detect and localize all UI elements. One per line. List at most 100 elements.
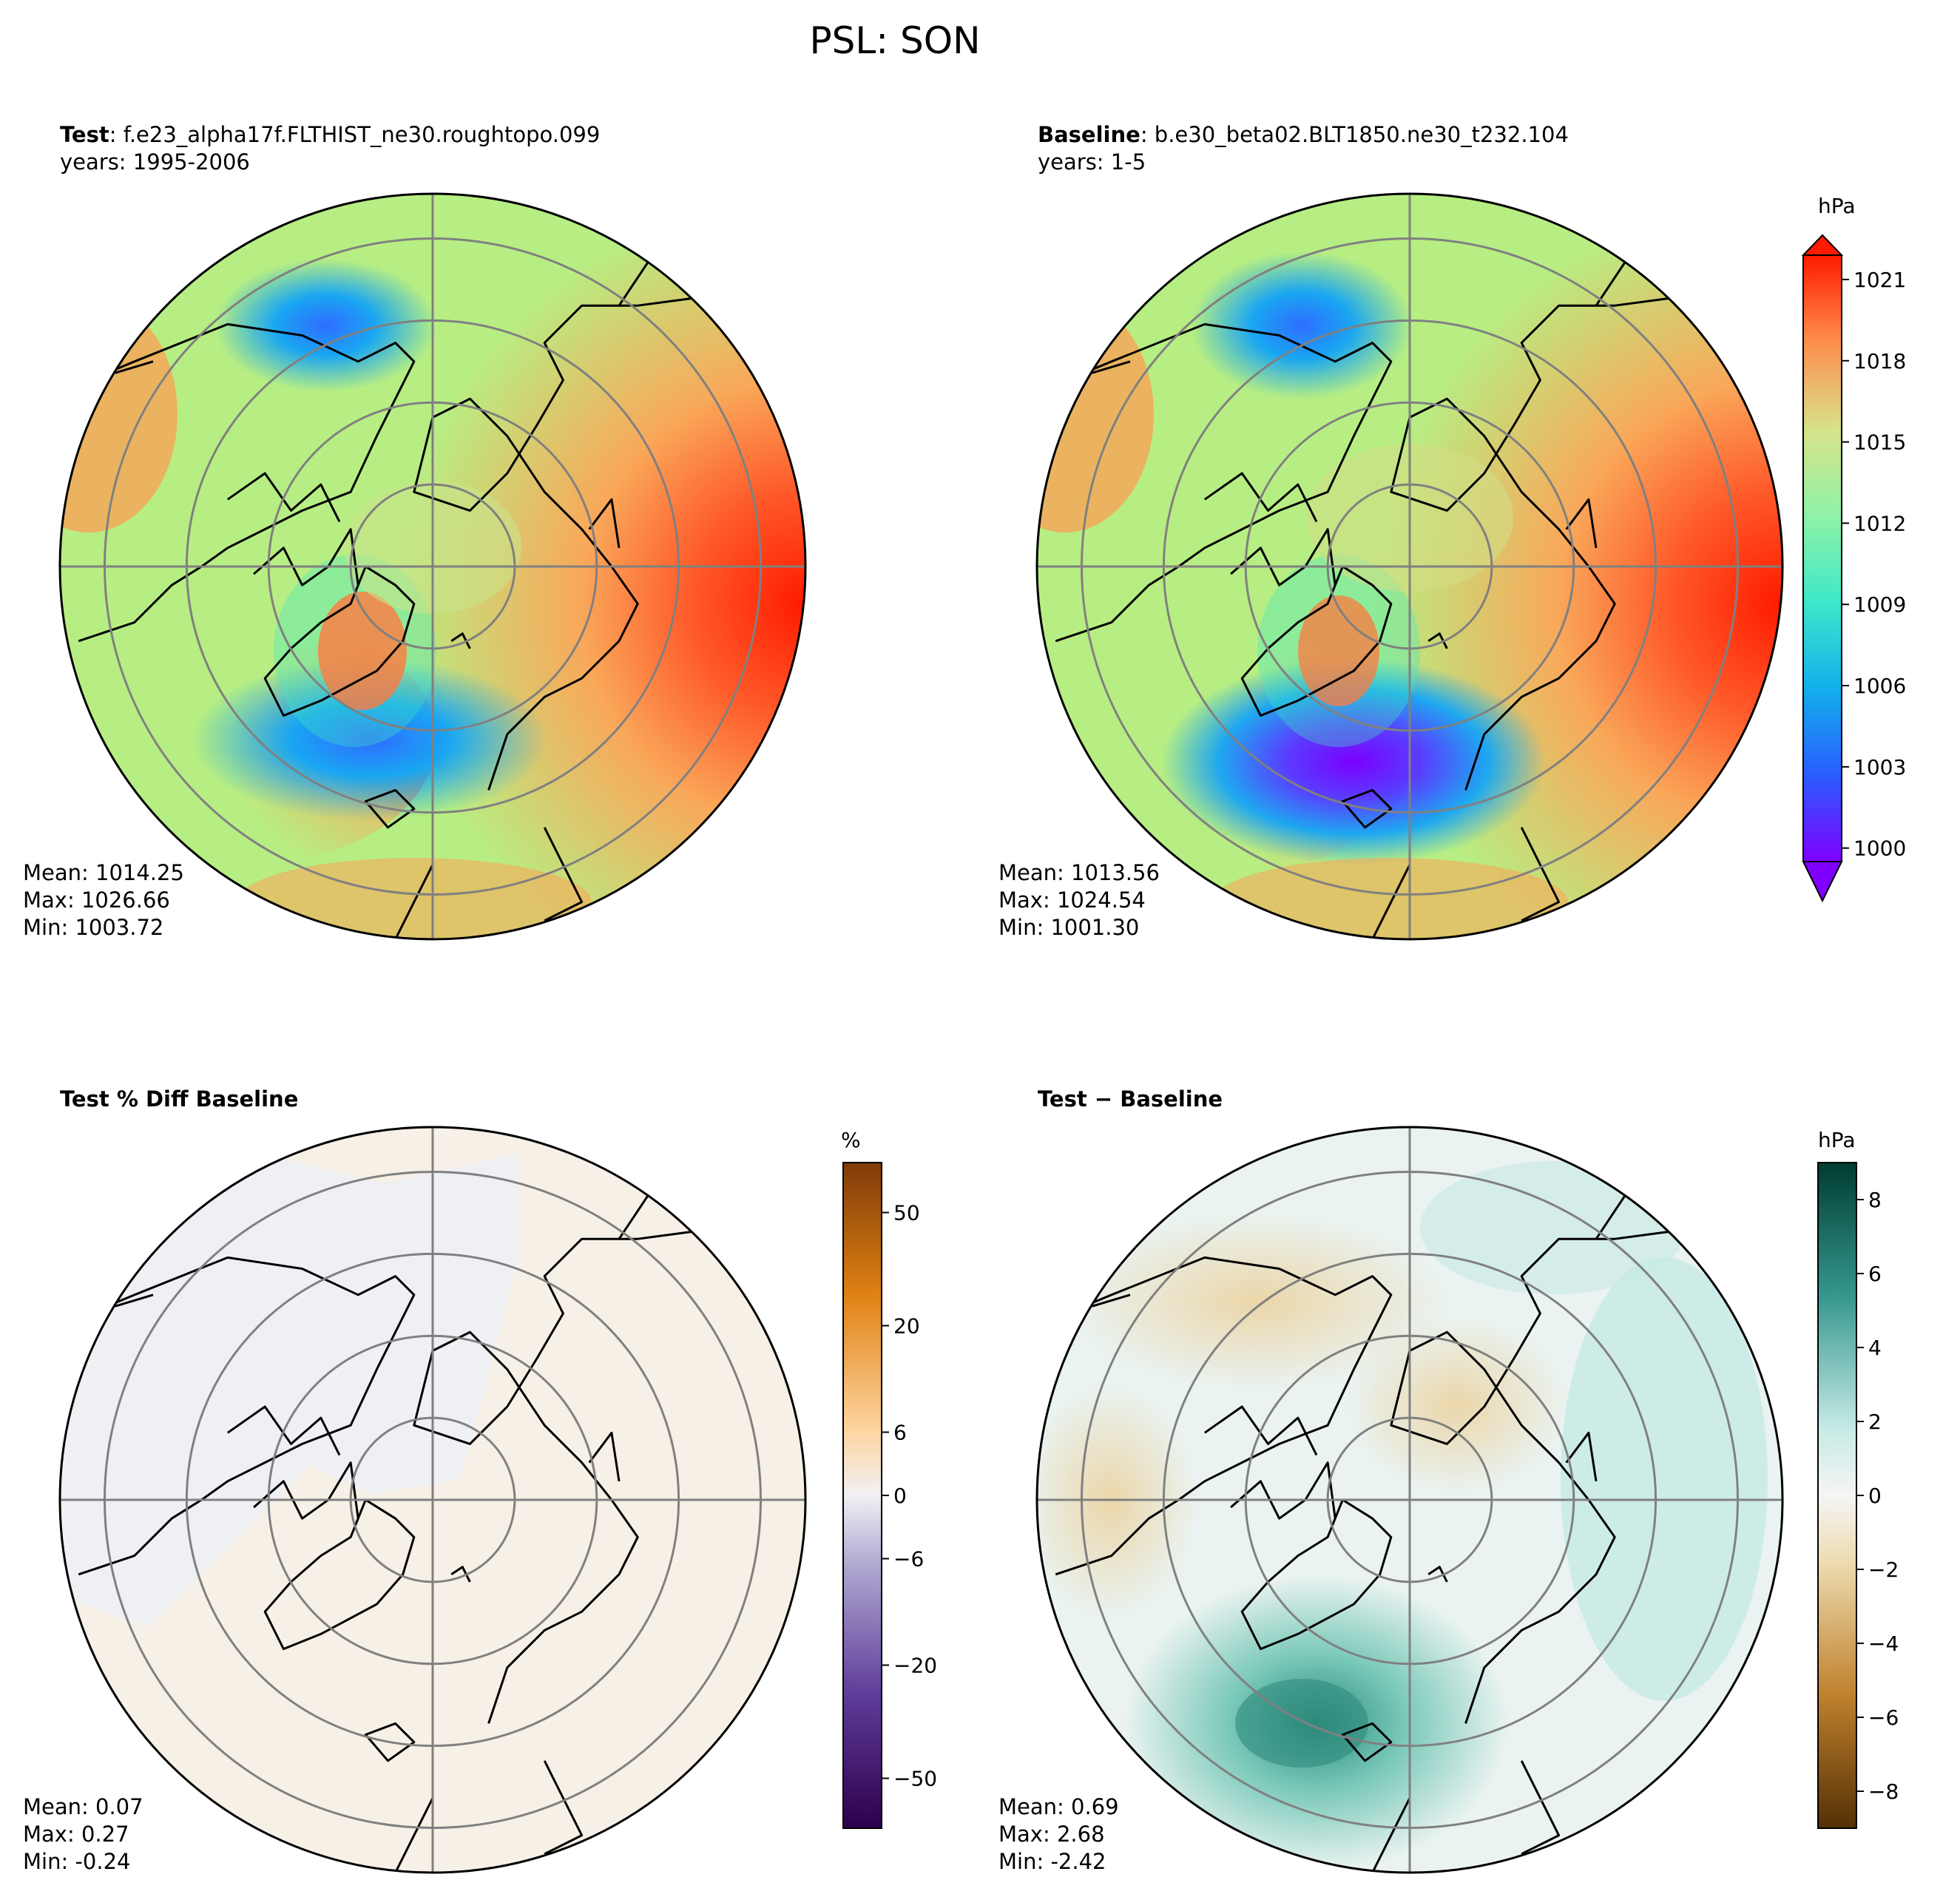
diff-colorbar-tick-label: −4 — [1868, 1631, 1899, 1656]
pctdiff-coastline — [413, 1230, 761, 1724]
test-title-label: Test — [60, 122, 109, 147]
diff-colorbar-tick-label: 6 — [1868, 1262, 1882, 1286]
pctdiff-map-border — [58, 1126, 807, 1874]
pctdiff-title-label: Test % Diff Baseline — [60, 1086, 299, 1112]
pctdiff-coastline — [543, 1760, 584, 1856]
abs-colorbar-tick-label: 1021 — [1853, 268, 1906, 292]
pct-colorbar-tick-label: 20 — [893, 1314, 920, 1339]
diff-colorbar-unit: hPa — [1818, 1128, 1856, 1152]
diff-coastline — [1055, 1256, 1393, 1576]
diff-coastline — [1427, 1566, 1448, 1583]
pct-colorbar-tick-label: 50 — [893, 1201, 920, 1225]
diff-mean: Mean: 0.69 — [998, 1794, 1119, 1819]
baseline-coastline — [1341, 788, 1393, 829]
baseline-title-label: Baseline — [1038, 122, 1140, 147]
baseline-panel-title: Baseline: b.e30_beta02.BLT1850.ne30_t232… — [1038, 121, 1569, 176]
diff-colorbar-tick-label: 0 — [1868, 1484, 1882, 1508]
pctdiff-coastline — [78, 1256, 416, 1576]
pctdiff-min: Min: -0.24 — [23, 1849, 131, 1874]
test-map — [60, 194, 805, 939]
baseline-coastline — [1565, 498, 1598, 549]
test-coastline — [394, 864, 434, 939]
diff-coastline — [1371, 1797, 1411, 1873]
baseline-title-case: : b.e30_beta02.BLT1850.ne30_t232.104 — [1140, 122, 1569, 147]
diff-coastline — [1240, 1498, 1393, 1651]
diff-coastline — [1203, 1405, 1318, 1456]
abs-colorbar-tick-label: 1009 — [1853, 592, 1906, 617]
pctdiff-coastline — [263, 1498, 416, 1651]
diff-colorbar: −8 −6 −4 −2 0 2 4 6 8 — [1817, 1162, 1899, 1829]
pct-colorbar-tick-label: −6 — [893, 1547, 924, 1572]
abs-colorbar-tick-label: 1006 — [1853, 674, 1906, 698]
pct-colorbar-tick-label: 6 — [893, 1421, 907, 1445]
test-coastline — [543, 827, 584, 922]
baseline-years: years: 1-5 — [1038, 149, 1146, 175]
diff-colorbar-tick-label: −6 — [1868, 1705, 1899, 1730]
test-min: Min: 1003.72 — [23, 915, 164, 940]
baseline-stats: Mean: 1013.56 Max: 1024.54 Min: 1001.30 — [998, 859, 1160, 941]
baseline-coastline — [1520, 827, 1561, 922]
baseline-coastline — [1240, 565, 1393, 717]
abs-colorbar: 1000 1003 1006 1009 1012 1015 1018 1021 — [1801, 234, 1906, 903]
baseline-mean: Mean: 1013.56 — [998, 860, 1160, 885]
diff-overlay — [1037, 1127, 1782, 1873]
baseline-coastline — [1203, 472, 1318, 523]
test-coastline — [413, 297, 761, 791]
pct-colorbar: −50 −20 −6 0 6 20 50 — [842, 1162, 937, 1829]
test-coastline — [253, 528, 359, 586]
pctdiff-panel-title: Test % Diff Baseline — [60, 1086, 298, 1113]
baseline-max: Max: 1024.54 — [998, 887, 1146, 913]
diff-coastline — [1390, 1230, 1738, 1724]
diff-colorbar-tick-label: 4 — [1868, 1336, 1882, 1360]
abs-colorbar-tick-label: 1015 — [1853, 430, 1906, 455]
baseline-min: Min: 1001.30 — [998, 915, 1140, 940]
diff-coastline — [1520, 1760, 1561, 1856]
abs-colorbar-tick-label: 1018 — [1853, 349, 1906, 373]
diff-min: Min: -2.42 — [998, 1849, 1106, 1874]
test-coastline — [588, 498, 621, 549]
pctdiff-coastline — [253, 1461, 359, 1520]
pctdiff-coastline — [226, 1405, 341, 1456]
abs-colorbar-tick-label: 1012 — [1853, 511, 1906, 535]
diff-max: Max: 2.68 — [998, 1822, 1105, 1847]
diff-title-label: Test − Baseline — [1038, 1086, 1223, 1112]
diff-colorbar-tick-label: 8 — [1868, 1188, 1882, 1212]
pct-colorbar-tick-label: −50 — [893, 1767, 937, 1791]
baseline-map — [1037, 194, 1782, 939]
diff-stats: Mean: 0.69 Max: 2.68 Min: -2.42 — [998, 1793, 1119, 1876]
baseline-coastline — [1230, 528, 1336, 586]
pct-colorbar-tick-label: −20 — [893, 1654, 937, 1678]
test-max: Max: 1026.66 — [23, 887, 170, 913]
abs-colorbar-unit: hPa — [1818, 194, 1856, 218]
diff-panel-title: Test − Baseline — [1038, 1086, 1223, 1113]
pctdiff-coastline — [450, 1566, 471, 1583]
abs-colorbar-tick-label: 1003 — [1853, 755, 1906, 780]
test-coastline — [78, 322, 416, 643]
pctdiff-coastline — [364, 1722, 416, 1762]
pctdiff-max: Max: 0.27 — [23, 1822, 129, 1847]
test-coastline — [450, 632, 471, 649]
diff-coastline — [1565, 1431, 1598, 1482]
baseline-coastline — [1390, 297, 1738, 791]
pctdiff-stats: Mean: 0.07 Max: 0.27 Min: -0.24 — [23, 1793, 143, 1876]
baseline-map-border — [1035, 192, 1784, 941]
baseline-coastline — [1427, 632, 1448, 649]
test-mean: Mean: 1014.25 — [23, 860, 184, 885]
test-panel-title: Test: f.e23_alpha17f.FLTHIST_ne30.rought… — [60, 121, 600, 176]
test-years: years: 1995-2006 — [60, 149, 250, 175]
pctdiff-coastline — [394, 1797, 434, 1873]
diff-coastline — [1341, 1722, 1393, 1762]
abs-colorbar-tick-label: 1000 — [1853, 836, 1906, 861]
test-stats: Mean: 1014.25 Max: 1026.66 Min: 1003.72 — [23, 859, 184, 941]
diff-colorbar-tick-label: 2 — [1868, 1410, 1882, 1434]
diff-colorbar-tick-label: −2 — [1868, 1558, 1899, 1582]
diff-colorbar-tick-label: −8 — [1868, 1779, 1899, 1804]
figure-title: PSL: SON — [809, 19, 981, 62]
diff-coastline — [1230, 1461, 1336, 1520]
diff-map-border — [1035, 1126, 1784, 1874]
pctdiff-mean: Mean: 0.07 — [23, 1794, 143, 1819]
test-title-case: : f.e23_alpha17f.FLTHIST_ne30.roughtopo.… — [109, 122, 601, 147]
pct-colorbar-unit: % — [841, 1128, 861, 1152]
baseline-coastline — [1371, 864, 1411, 939]
